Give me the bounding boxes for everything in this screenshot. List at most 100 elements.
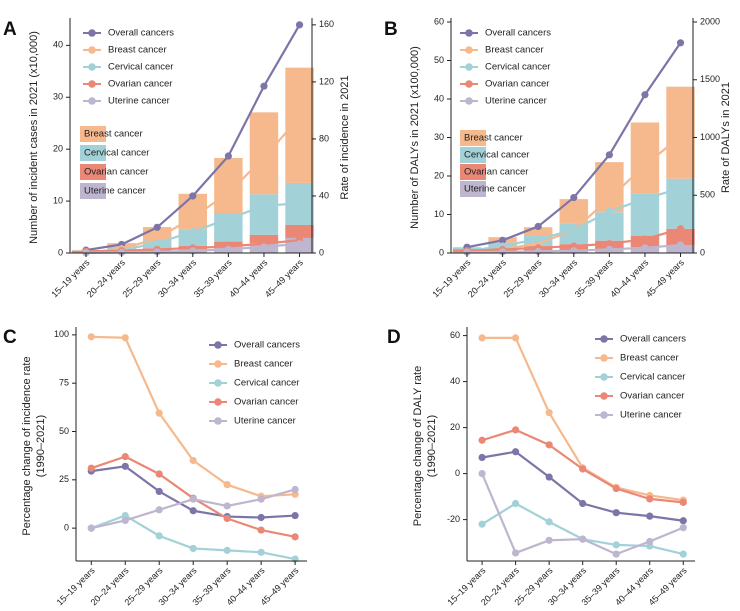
legend-label-overall: Overall cancers — [620, 334, 686, 345]
legend-point-swatch — [465, 63, 473, 71]
legend-point-swatch — [214, 417, 222, 425]
y-tick-label: 25 — [59, 474, 69, 484]
point-cervical-3 — [155, 532, 163, 540]
y-tick-label: 20 — [450, 422, 460, 432]
point-ovarian-2 — [121, 453, 129, 461]
point-overall-7 — [679, 517, 687, 525]
legend-label-overall: Overall cancers — [234, 340, 300, 351]
y-axis-title-line2: (1990–2021) — [426, 415, 438, 477]
y-tick-label: 60 — [434, 16, 444, 26]
legend-point-swatch — [465, 80, 473, 88]
point-breast-5 — [224, 189, 232, 197]
y-tick-label: -20 — [447, 514, 460, 524]
legend-point-swatch — [88, 97, 96, 105]
bar-breast-3 — [523, 227, 553, 237]
legend-point-swatch — [214, 379, 222, 387]
legend-point-swatch — [600, 354, 608, 362]
y-tick-label: 60 — [450, 330, 460, 340]
point-overall-3 — [153, 223, 161, 231]
point-uterine-6 — [641, 244, 649, 252]
y2-tick-label: 80 — [319, 133, 329, 143]
point-overall-6 — [646, 512, 654, 520]
point-uterine-4 — [570, 247, 578, 255]
y-axis-title: Number of DALYs in 2021 (x100,000) — [409, 46, 421, 229]
bar-cervical-4 — [559, 223, 589, 245]
legend-bar-label-cervical: Cervical cancer — [84, 148, 149, 159]
legend-label-overall: Overall cancers — [485, 28, 551, 39]
legend-point-swatch — [88, 80, 96, 88]
point-cervical-6 — [641, 195, 649, 203]
point-uterine-3 — [155, 506, 163, 514]
legend-label-uterine: Uterine cancer — [485, 96, 547, 107]
point-uterine-1 — [463, 248, 471, 256]
point-uterine-5 — [612, 550, 620, 558]
y-axis-title-line2: (1990–2021) — [35, 415, 47, 477]
legend-point-swatch — [88, 46, 96, 54]
y2-tick-label: 1500 — [700, 74, 720, 84]
panel-label: D — [387, 327, 401, 348]
point-cervical-4 — [189, 228, 197, 236]
point-overall-3 — [155, 487, 163, 496]
x-tick-label: 45–49 years — [263, 257, 305, 299]
legend-bar-label-breast: Breast cancer — [464, 133, 523, 144]
point-breast-5 — [223, 481, 231, 489]
point-cervical-1 — [478, 520, 486, 528]
point-breast-4 — [189, 456, 197, 465]
point-ovarian-1 — [87, 464, 95, 472]
point-breast-1 — [87, 333, 95, 341]
point-ovarian-6 — [641, 235, 649, 243]
point-ovarian-6 — [646, 495, 654, 503]
point-breast-2 — [121, 334, 129, 342]
panel-label: B — [384, 19, 398, 40]
y2-tick-label: 500 — [700, 190, 715, 200]
legend-bar-label-ovarian: Ovarian cancer — [464, 167, 528, 178]
point-uterine-4 — [579, 535, 587, 543]
legend-label-breast: Breast cancer — [108, 45, 167, 56]
legend-point-swatch — [214, 398, 222, 406]
point-cervical-3 — [153, 239, 161, 247]
y-tick-label: 20 — [53, 144, 63, 154]
y2-axis-title: Rate of DALYs in 2021 — [720, 82, 732, 193]
point-ovarian-4 — [579, 465, 587, 473]
point-breast-4 — [189, 213, 197, 221]
point-uterine-5 — [223, 502, 231, 510]
point-overall-3 — [545, 473, 553, 481]
point-uterine-2 — [499, 248, 507, 256]
point-breast-5 — [605, 195, 613, 203]
y-tick-label: 40 — [434, 93, 444, 103]
legend-point-swatch — [465, 46, 473, 54]
bar-breast-4 — [559, 199, 589, 224]
y2-tick-label: 40 — [319, 190, 329, 200]
y-tick-label: 50 — [434, 55, 444, 65]
bar-uterine-7 — [666, 245, 695, 253]
y2-tick-label: 160 — [319, 19, 334, 29]
point-ovarian-6 — [257, 526, 265, 534]
point-cervical-3 — [545, 518, 553, 526]
legend-label-breast: Breast cancer — [485, 45, 544, 56]
legend-label-cervical: Cervical cancer — [485, 62, 550, 73]
point-cervical-5 — [224, 215, 232, 223]
point-ovarian-5 — [605, 240, 613, 248]
point-overall-2 — [121, 462, 129, 470]
legend-point-swatch — [88, 63, 96, 71]
legend-bar-swatch — [460, 147, 486, 163]
legend-label-ovarian: Ovarian cancer — [234, 397, 298, 408]
point-cervical-7 — [295, 199, 304, 207]
legend-point-swatch — [88, 29, 96, 37]
y-tick-label: 30 — [53, 92, 63, 102]
series-line-overall — [481, 450, 684, 522]
point-ovarian-7 — [291, 533, 299, 541]
y2-tick-label: 2000 — [700, 16, 720, 26]
y2-tick-label: 0 — [319, 247, 324, 257]
point-uterine-6 — [260, 243, 268, 251]
y2-axis-title: Rate of incidence in 2021 — [339, 75, 351, 199]
legend-bar-label-uterine: Uterine cancer — [464, 184, 526, 195]
legend-label-uterine: Uterine cancer — [108, 96, 170, 107]
point-cervical-4 — [189, 544, 197, 553]
point-overall-1 — [478, 453, 486, 462]
point-overall-5 — [224, 152, 232, 160]
point-breast-2 — [512, 334, 520, 342]
